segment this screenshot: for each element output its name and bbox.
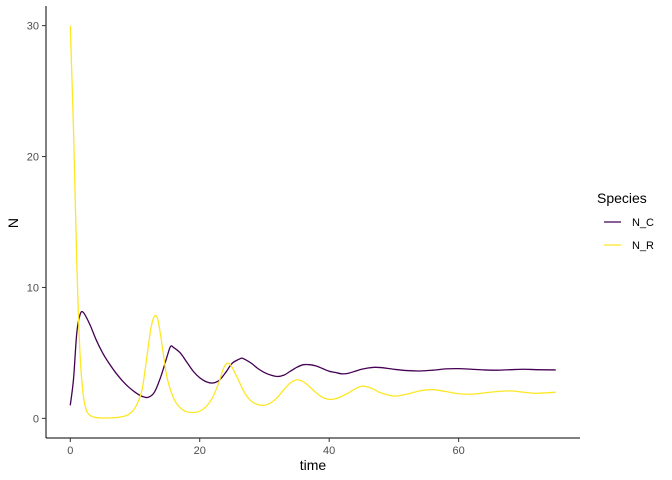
y-tick-label: 0 xyxy=(33,413,39,425)
legend-label-n-c: N_C xyxy=(632,217,654,229)
series-line-n-r xyxy=(69,25,556,419)
x-tick-label: 20 xyxy=(194,445,206,457)
x-tick-label: 40 xyxy=(323,445,335,457)
y-tick-label: 30 xyxy=(27,21,39,33)
legend-title: Species xyxy=(597,190,647,206)
x-ticks: 0 20 40 60 xyxy=(67,438,465,457)
series-line-n-c xyxy=(69,310,556,406)
legend-items: N_C N_R xyxy=(604,217,654,252)
legend-label-n-r: N_R xyxy=(632,240,654,252)
y-tick-label: 10 xyxy=(27,282,39,294)
y-ticks: 0 10 20 30 xyxy=(27,21,46,425)
plot-lines xyxy=(69,25,556,419)
x-axis-title: time xyxy=(300,457,327,473)
x-tick-label: 60 xyxy=(453,445,465,457)
legend: Species N_C N_R xyxy=(597,190,654,252)
y-tick-label: 20 xyxy=(27,152,39,164)
x-tick-label: 0 xyxy=(67,445,73,457)
y-axis-title: N xyxy=(5,218,21,228)
